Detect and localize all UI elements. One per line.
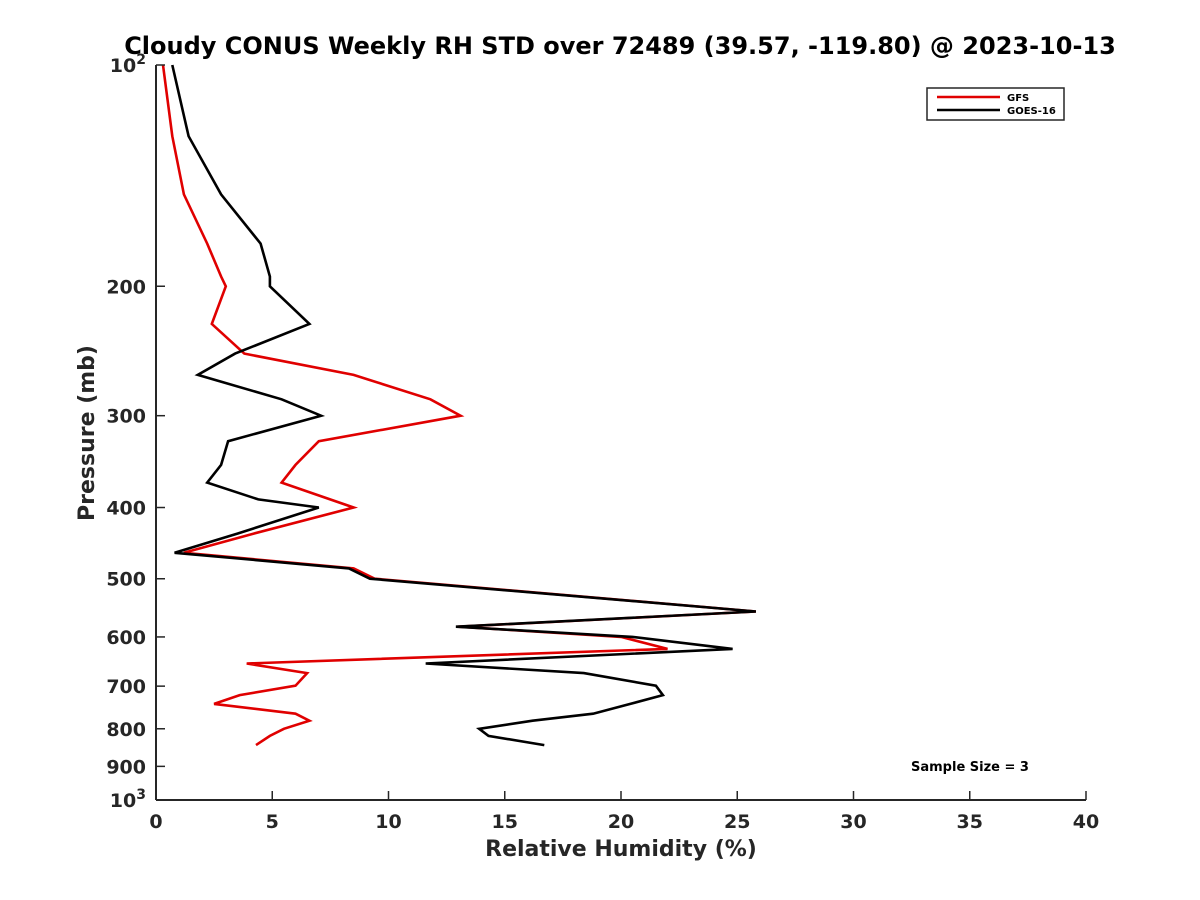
plot-lines — [161, 64, 757, 747]
x-tick-label: 5 — [266, 811, 279, 833]
chart-title: Cloudy CONUS Weekly RH STD over 72489 (3… — [124, 32, 1116, 60]
y-tick-label: 102 — [110, 52, 146, 77]
sample-size-annotation: Sample Size = 3 — [911, 760, 1029, 775]
x-tick-label: 30 — [840, 811, 866, 833]
series-line-gfs — [161, 64, 757, 747]
x-tick-label: 40 — [1073, 811, 1099, 833]
y-tick-label: 200 — [106, 276, 146, 298]
x-ticks: 0 5 10 15 20 25 30 35 40 — [149, 791, 1099, 833]
y-tick-label: 800 — [106, 719, 146, 741]
y-tick-label: 400 — [106, 498, 146, 520]
x-tick-label: 35 — [957, 811, 983, 833]
legend-box — [926, 87, 1065, 121]
legend-label-gfs: GFS — [1007, 93, 1029, 104]
y-axis-label: Pressure (mb) — [75, 345, 100, 521]
legend: GFS GOES-16 — [926, 87, 1065, 121]
x-tick-label: 0 — [149, 811, 162, 833]
x-tick-label: 10 — [375, 811, 401, 833]
y-tick-label: 900 — [106, 756, 146, 778]
y-ticks: 102 200 300 400 500 600 700 800 900 103 — [106, 52, 165, 812]
x-tick-label: 20 — [608, 811, 634, 833]
y-tick-label: 500 — [106, 569, 146, 591]
x-tick-label: 15 — [492, 811, 518, 833]
x-axis-label: Relative Humidity (%) — [485, 837, 757, 862]
y-tick-label: 300 — [106, 406, 146, 428]
legend-label-goes16: GOES-16 — [1007, 106, 1056, 117]
series-line-goes16 — [171, 64, 757, 747]
y-tick-label: 600 — [106, 627, 146, 649]
y-tick-label: 700 — [106, 676, 146, 698]
x-tick-label: 25 — [724, 811, 750, 833]
y-tick-label: 103 — [110, 787, 146, 812]
